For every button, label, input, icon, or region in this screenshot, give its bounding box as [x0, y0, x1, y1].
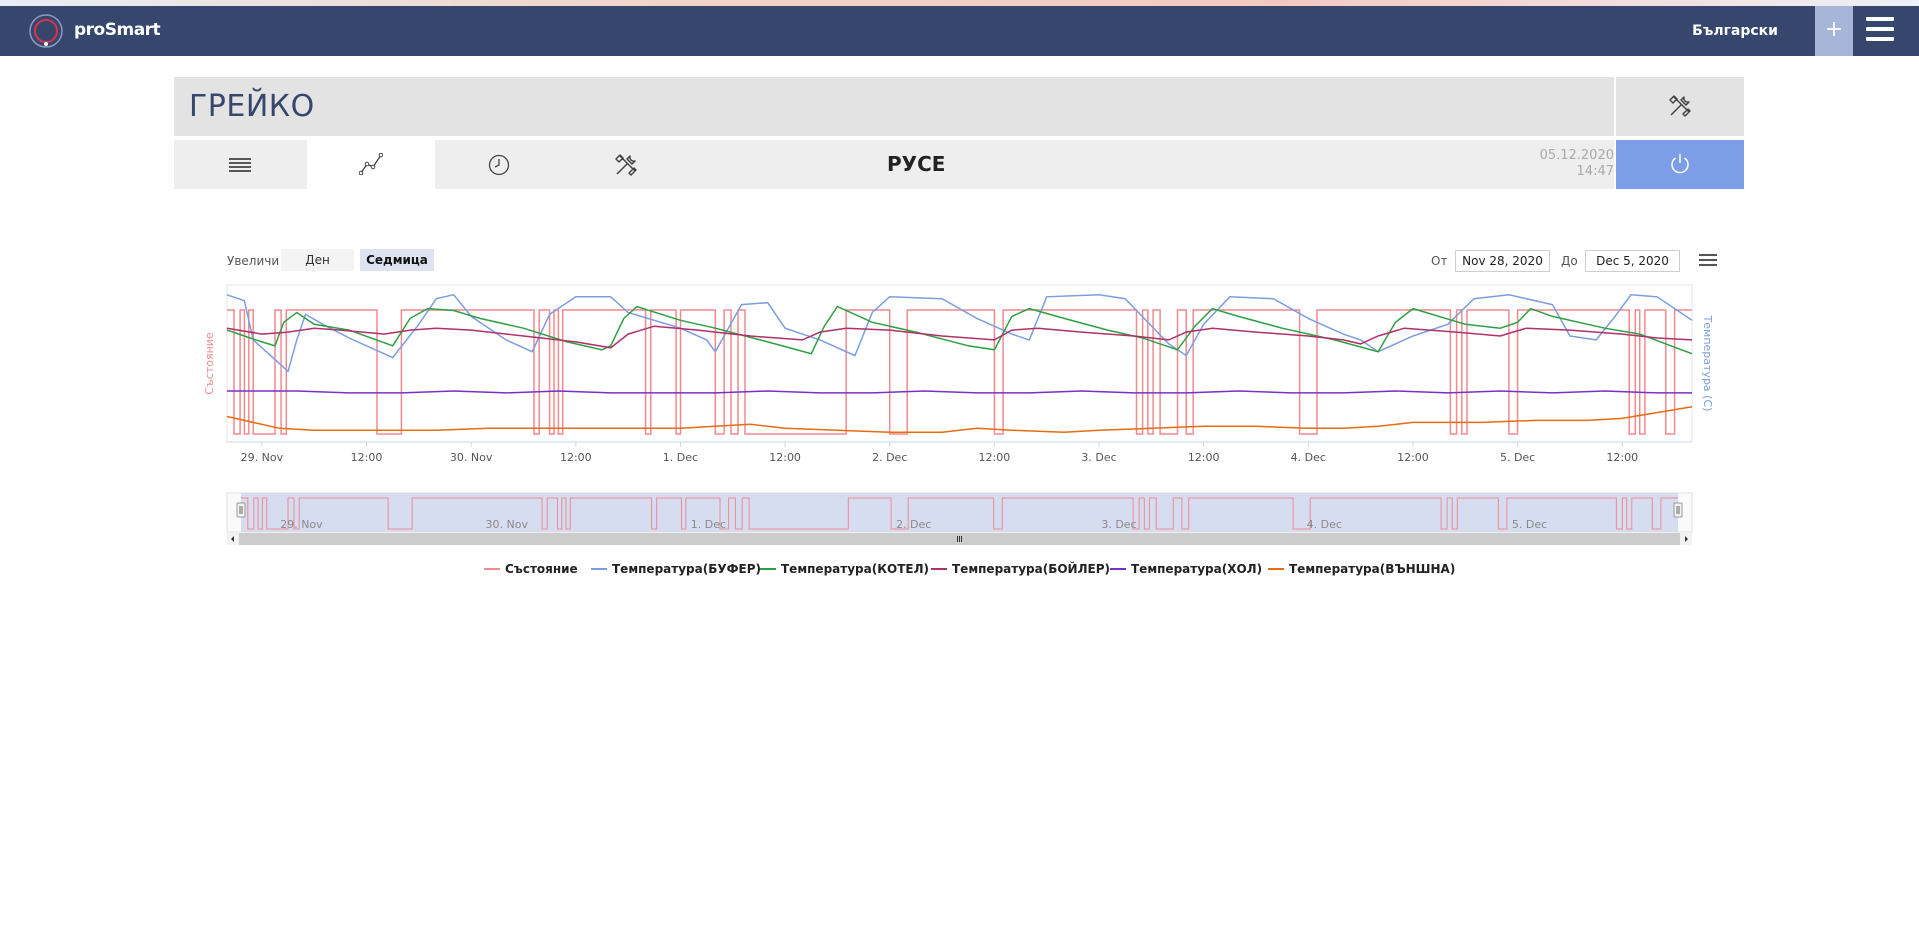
x-tick-label: 30. Nov [450, 451, 493, 464]
legend-symbol [1110, 567, 1126, 570]
top-accent-line [0, 0, 1919, 6]
hamburger-icon [1866, 17, 1894, 41]
from-date-input[interactable]: Nov 28, 2020 [1455, 250, 1550, 272]
legend-symbol [591, 567, 607, 570]
series-line-1[interactable] [226, 293, 1693, 373]
navigator-tick-label: 4. Dec [1307, 518, 1342, 531]
prosmart-logo-icon[interactable] [27, 12, 65, 50]
legend-item[interactable]: Температура(ВЪНШНА) [1268, 562, 1455, 578]
from-label: От [1431, 254, 1448, 268]
navigator-tick-label: 2. Dec [896, 518, 931, 531]
legend-label: Състояние [505, 562, 578, 576]
plot-area [226, 284, 1693, 443]
tools-icon [615, 154, 637, 176]
navigator-selected-range[interactable] [241, 493, 1678, 532]
device-city: РУСЕ [887, 152, 946, 176]
list-icon [229, 158, 251, 172]
legend-item[interactable]: Температура(БУФЕР) [591, 562, 761, 578]
zoom-label: Увеличи [227, 254, 280, 268]
legend-symbol [484, 567, 500, 570]
legend-symbol [1268, 567, 1284, 570]
legend-symbol [760, 567, 776, 570]
x-tick-label: 3. Dec [1081, 451, 1116, 464]
tab-charts[interactable] [307, 140, 435, 189]
hamburger-icon [1699, 254, 1717, 266]
tab-overview[interactable] [174, 140, 307, 189]
to-label: До [1561, 254, 1578, 268]
navigator-tick-label: 29. Nov [280, 518, 323, 531]
scroll-left-arrow-icon[interactable] [231, 536, 234, 542]
x-tick-label: 12:00 [351, 451, 383, 464]
clock-icon [488, 154, 510, 176]
x-tick-label: 4. Dec [1291, 451, 1326, 464]
x-tick-label: 12:00 [1606, 451, 1638, 464]
scroll-right-arrow-icon[interactable] [1685, 536, 1688, 542]
tab-schedule[interactable] [435, 140, 563, 189]
legend-item[interactable]: Температура(БОЙЛЕР) [931, 562, 1110, 578]
legend-item[interactable]: Състояние [484, 562, 578, 578]
navigator-tick-label: 30. Nov [486, 518, 529, 531]
power-button[interactable] [1616, 140, 1744, 189]
x-tick-label: 12:00 [769, 451, 801, 464]
series-line-3[interactable] [226, 325, 1693, 349]
legend-label: Температура(БОЙЛЕР) [952, 562, 1111, 576]
legend-label: Температура(КОТЕЛ) [781, 562, 930, 576]
navigator-series-line [241, 497, 1678, 530]
x-tick-label: 5. Dec [1500, 451, 1535, 464]
last-update-date: 05.12.2020 [1539, 148, 1614, 163]
legend-item[interactable]: Температура(ХОЛ) [1110, 562, 1262, 578]
plus-icon: + [1824, 17, 1844, 42]
legend-label: Температура(ВЪНШНА) [1289, 562, 1456, 576]
series-line-5[interactable] [226, 405, 1693, 433]
zoom-week-button[interactable]: Седмица [360, 249, 434, 271]
series-line-4[interactable] [227, 390, 1692, 394]
chart-icon [359, 153, 383, 175]
x-tick-label: 2. Dec [872, 451, 907, 464]
legend-item[interactable]: Температура(КОТЕЛ) [760, 562, 929, 578]
legend-label: Температура(БУФЕР) [612, 562, 761, 576]
navigator-left-handle[interactable] [236, 502, 246, 518]
brand-name[interactable]: proSmart [74, 20, 161, 40]
to-date-input[interactable]: Dec 5, 2020 [1585, 250, 1680, 272]
navigator-tick-label: 3. Dec [1101, 518, 1136, 531]
navigator-tick-label: 1. Dec [691, 518, 726, 531]
series-line-0[interactable] [227, 309, 1692, 435]
device-settings-button[interactable] [1616, 77, 1744, 136]
x-tick-label: 12:00 [979, 451, 1011, 464]
x-tick-label: 12:00 [1397, 451, 1429, 464]
navigator-right-handle[interactable] [1673, 502, 1683, 518]
zoom-day-button[interactable]: Ден [281, 249, 354, 271]
device-title: ГРЕЙКО [189, 89, 315, 124]
navigator-tick-label: 5. Dec [1512, 518, 1547, 531]
tools-icon [1669, 95, 1691, 117]
x-tick-label: 1. Dec [663, 451, 698, 464]
device-header: ГРЕЙКО [174, 77, 1614, 136]
add-device-button[interactable]: + [1815, 6, 1853, 56]
legend-symbol [931, 567, 947, 570]
tab-settings[interactable] [563, 140, 691, 189]
chart-export-menu-button[interactable] [1699, 254, 1717, 269]
x-tick-label: 12:00 [1188, 451, 1220, 464]
y-axis-right-title: Температура (C) [1701, 315, 1714, 412]
last-update-time: 14:47 [1576, 164, 1614, 179]
last-update: 05.12.2020 14:47 [1540, 148, 1614, 180]
legend-label: Температура(ХОЛ) [1131, 562, 1263, 576]
y-axis-left-title: Състояние [203, 332, 216, 395]
device-tabs: РУСЕ 05.12.2020 14:47 [174, 140, 1614, 189]
x-tick-label: 29. Nov [241, 451, 284, 464]
main-menu-button[interactable] [1866, 17, 1894, 45]
language-selector[interactable]: Български [1692, 23, 1778, 39]
power-icon [1671, 154, 1689, 174]
top-navbar: proSmart Български + [0, 6, 1919, 56]
x-tick-label: 12:00 [560, 451, 592, 464]
